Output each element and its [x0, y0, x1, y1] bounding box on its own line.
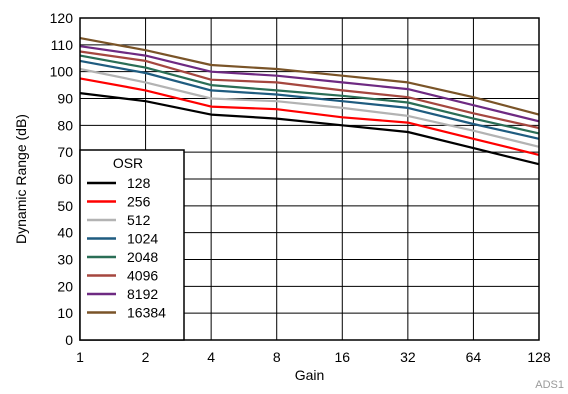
- legend-label: 8192: [127, 286, 158, 302]
- series-line-4096: [79, 50, 540, 130]
- footnote: ADS1: [535, 379, 564, 391]
- series-group: [79, 37, 540, 166]
- series-line-128: [79, 92, 540, 166]
- y-tick-label: 40: [57, 225, 73, 241]
- series-line-2048: [79, 54, 540, 135]
- y-tick-label: 20: [57, 278, 73, 294]
- x-tick-label: 8: [273, 349, 281, 365]
- y-axis-label: Dynamic Range (dB): [13, 114, 29, 244]
- legend-label: 2048: [127, 249, 158, 265]
- series-line-16384: [79, 37, 540, 116]
- series-line-512: [79, 67, 540, 148]
- y-tick-labels: 0 10 20 30 40 50 60 70 80 90 100 110 120: [50, 10, 74, 348]
- x-axis-label: Gain: [295, 367, 325, 383]
- legend-box: [79, 149, 185, 341]
- y-tick-label: 110: [51, 37, 74, 53]
- y-tick-label: 70: [57, 144, 73, 160]
- x-tick-label: 128: [527, 349, 551, 365]
- x-tick-label: 32: [400, 349, 416, 365]
- legend: OSR 128 256 512 1024 2048 4096 8192 16384: [79, 149, 185, 341]
- x-tick-labels: 1 2 4 8 16 32 64 128: [76, 349, 551, 365]
- legend-label: 512: [127, 212, 151, 228]
- series-line-1024: [79, 59, 540, 140]
- legend-label: 16384: [127, 305, 166, 321]
- x-tick-label: 1: [76, 349, 84, 365]
- x-tick-label: 16: [334, 349, 350, 365]
- series-line-256: [79, 77, 540, 156]
- y-tick-label: 30: [57, 252, 73, 268]
- legend-label: 256: [127, 194, 151, 210]
- y-tick-label: 60: [57, 171, 73, 187]
- x-tick-label: 4: [207, 349, 215, 365]
- legend-label: 4096: [127, 268, 158, 284]
- y-tick-label: 50: [57, 198, 73, 214]
- x-tick-label: 2: [142, 349, 150, 365]
- y-tick-label: 90: [57, 91, 73, 107]
- y-tick-label: 10: [57, 305, 73, 321]
- series-line-8192: [79, 45, 540, 123]
- y-tick-label: 120: [50, 10, 74, 26]
- x-tick-label: 64: [466, 349, 482, 365]
- y-tick-label: 0: [65, 332, 73, 348]
- y-tick-label: 100: [50, 64, 74, 80]
- legend-label: 1024: [127, 231, 158, 247]
- y-tick-label: 80: [57, 117, 73, 133]
- legend-label: 128: [127, 175, 151, 191]
- legend-title: OSR: [113, 155, 143, 171]
